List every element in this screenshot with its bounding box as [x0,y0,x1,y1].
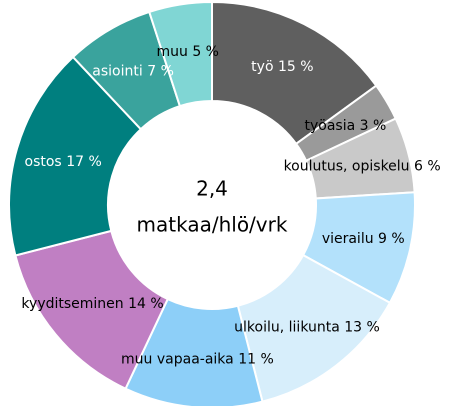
slice-value: 15 % [278,59,314,75]
slice-category: koulutus, opiskelu [284,158,410,174]
slice-label: muu vapaa-aika 11 % [121,351,274,367]
slice-value: 11 % [238,351,274,367]
slice-value: 3 % [360,118,387,134]
slice-category: työ [251,59,273,75]
slice-value: 14 % [128,296,164,312]
slice-value: 17 % [66,154,102,170]
slice-value: 9 % [378,231,405,247]
slice-value: 5 % [192,44,219,60]
slice [8,55,143,257]
slice-category: vierailu [322,231,374,247]
slice-category: muu [156,44,187,60]
slice-label: työ 15 % [251,59,313,75]
slice-category: asiointi [92,64,142,80]
slice-value: 6 % [414,158,441,174]
slice-label: ulkoilu, liikunta 13 % [234,319,380,335]
center-value: 2,4 [196,177,228,201]
slice-category: kyyditseminen [21,296,123,312]
slice-value: 7 % [147,64,174,80]
slice-label: vierailu 9 % [322,231,405,247]
slice-category: työasia [305,118,356,134]
slice-category: muu vapaa-aika [121,351,234,367]
slice-category: ostos [25,154,62,170]
slice-label: muu 5 % [156,44,219,60]
slice [211,0,378,146]
slice-category: ulkoilu, liikunta [234,319,340,335]
slice-label: ostos 17 % [25,154,102,170]
slice-label: asiointi 7 % [92,64,174,80]
slice-label: kyyditseminen 14 % [21,296,163,312]
slice-value: 13 % [344,319,380,335]
slice [14,229,170,391]
center-caption: matkaa/hlö/vrk [137,213,288,237]
slice-label: työasia 3 % [305,118,387,134]
slice [148,0,213,108]
slice-label: koulutus, opiskelu 6 % [284,158,441,174]
